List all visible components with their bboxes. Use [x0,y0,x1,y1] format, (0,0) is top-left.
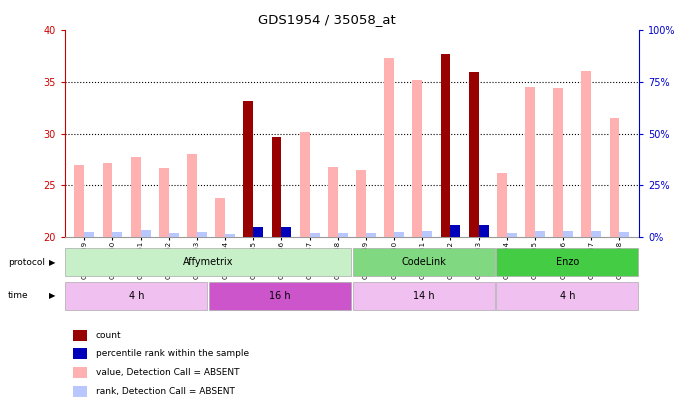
Bar [535,231,545,237]
Bar [74,164,84,237]
Bar [271,137,282,237]
Bar [243,100,254,237]
Bar [300,132,309,237]
Bar [422,231,432,237]
Bar [209,282,351,310]
Bar [84,232,94,237]
Bar [525,87,535,237]
Bar [328,167,338,237]
Bar [496,282,639,310]
Bar [496,248,639,276]
Bar [384,58,394,237]
Bar [581,70,592,237]
Bar [441,54,450,237]
Bar [141,230,150,237]
Bar [592,231,601,237]
Bar [450,224,460,237]
Text: time: time [8,291,29,300]
Text: 16 h: 16 h [269,291,291,301]
Bar [338,233,347,237]
Text: rank, Detection Call = ABSENT: rank, Detection Call = ABSENT [96,387,235,396]
Bar [610,118,619,237]
Bar [479,224,488,237]
Text: value, Detection Call = ABSENT: value, Detection Call = ABSENT [96,368,239,377]
Text: protocol: protocol [8,258,45,266]
Bar [309,233,320,237]
Bar [65,248,351,276]
Bar [394,232,404,237]
Text: ▶: ▶ [49,258,56,266]
Text: count: count [96,331,122,340]
Text: Affymetrix: Affymetrix [183,257,233,267]
Bar [65,282,207,310]
Bar [73,367,87,378]
Bar [112,232,122,237]
Bar [216,198,225,237]
Bar [469,72,479,237]
Bar [353,282,494,310]
Bar [73,348,87,360]
Bar [413,80,422,237]
Bar [356,170,366,237]
Bar [73,386,87,397]
Bar [225,234,235,237]
Bar [366,233,376,237]
Bar [131,158,141,237]
Text: 4 h: 4 h [560,291,575,301]
Bar [563,231,573,237]
Bar [353,248,494,276]
Bar [103,162,112,237]
Bar [497,173,507,237]
Bar [554,88,563,237]
Bar [197,232,207,237]
Text: 4 h: 4 h [129,291,144,301]
Bar [169,233,179,237]
Bar [187,154,197,237]
Bar [619,232,630,237]
Bar [507,233,517,237]
Text: ▶: ▶ [49,291,56,300]
Text: CodeLink: CodeLink [401,257,446,267]
Text: Enzo: Enzo [556,257,579,267]
Bar [254,227,263,237]
Text: percentile rank within the sample: percentile rank within the sample [96,350,249,358]
Bar [282,227,291,237]
Text: GDS1954 / 35058_at: GDS1954 / 35058_at [258,13,395,26]
Text: 14 h: 14 h [413,291,435,301]
Bar [73,330,87,341]
Bar [159,168,169,237]
